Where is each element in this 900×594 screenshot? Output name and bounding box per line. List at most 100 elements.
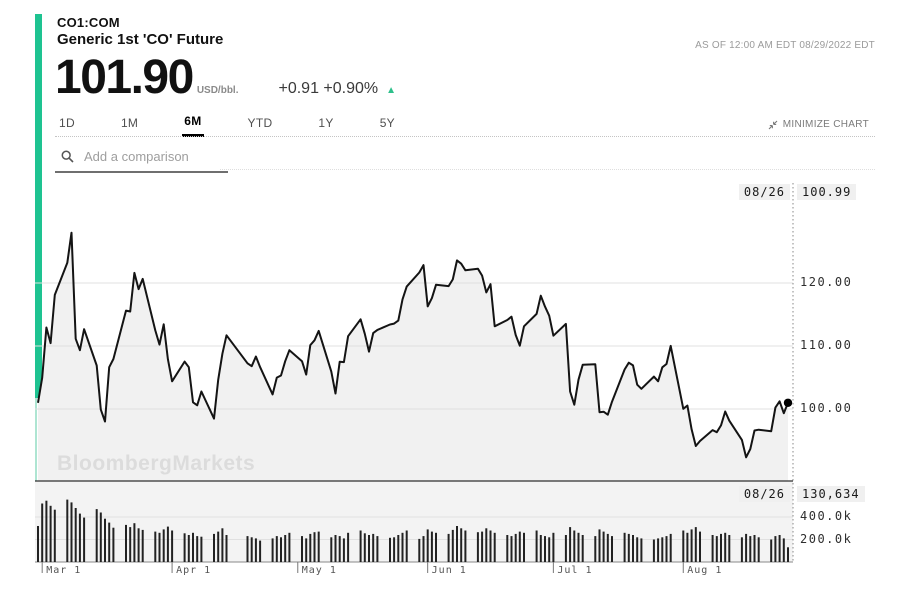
volume-bar bbox=[456, 526, 458, 562]
minimize-chart-button[interactable]: MINIMIZE CHART bbox=[762, 118, 875, 131]
volume-bar bbox=[422, 536, 425, 562]
tab-1d[interactable]: 1D bbox=[57, 114, 77, 137]
month-tick-label: Jul 1 bbox=[557, 565, 592, 576]
volume-bar bbox=[506, 535, 509, 562]
month-tick-label: Mar 1 bbox=[46, 565, 81, 576]
volume-bar bbox=[523, 532, 525, 563]
volume-bar bbox=[577, 532, 580, 563]
volume-bar bbox=[728, 535, 731, 562]
price-change: +0.91 +0.90% bbox=[278, 80, 379, 97]
price-axis-label: 110.00 bbox=[800, 338, 853, 352]
volume-bar bbox=[141, 529, 144, 562]
price-unit: USD/bbl. bbox=[196, 85, 239, 96]
volume-bar bbox=[787, 547, 789, 562]
tabs-divider bbox=[55, 136, 875, 137]
volume-bar bbox=[83, 517, 86, 562]
volume-bar bbox=[162, 529, 165, 562]
volume-bar bbox=[166, 526, 169, 562]
volume-bar bbox=[78, 513, 81, 562]
volume-bar bbox=[112, 527, 115, 562]
volume-bar bbox=[225, 535, 228, 562]
volume-axis-label: 200.0k bbox=[800, 531, 853, 546]
volume-bar bbox=[623, 532, 626, 563]
comparison-search[interactable] bbox=[55, 144, 228, 173]
volume-bar bbox=[137, 528, 140, 563]
volume-bar bbox=[661, 537, 664, 563]
volume-bar bbox=[200, 536, 203, 562]
tab-1y[interactable]: 1Y bbox=[316, 114, 335, 137]
volume-bar bbox=[154, 531, 157, 562]
tab-ytd[interactable]: YTD bbox=[246, 114, 275, 137]
volume-bar bbox=[774, 536, 777, 562]
volume-bar bbox=[129, 527, 132, 562]
volume-bar bbox=[74, 508, 77, 562]
volume-bar bbox=[699, 531, 701, 562]
volume-bar bbox=[359, 530, 362, 562]
volume-bar bbox=[313, 532, 316, 562]
search-input[interactable] bbox=[82, 148, 211, 165]
volume-bar bbox=[393, 537, 396, 563]
tab-6m[interactable]: 6M bbox=[182, 114, 204, 137]
volume-bar bbox=[330, 537, 333, 563]
accent-bar bbox=[35, 14, 42, 398]
volume-bar bbox=[598, 529, 601, 562]
volume-bar bbox=[250, 537, 253, 563]
volume-bar bbox=[690, 529, 693, 562]
volume-bar bbox=[682, 530, 685, 562]
tab-1m[interactable]: 1M bbox=[119, 114, 140, 137]
volume-bar bbox=[464, 530, 467, 562]
volume-bar bbox=[158, 532, 161, 563]
tab-5y[interactable]: 5Y bbox=[378, 114, 397, 137]
price-row: 101.90 USD/bbl. +0.91 +0.90% ▲ bbox=[55, 54, 396, 102]
volume-bar bbox=[652, 539, 655, 562]
volume-bar bbox=[70, 502, 73, 562]
volume-bar bbox=[213, 533, 215, 562]
minimize-icon bbox=[768, 120, 778, 129]
volume-bar bbox=[535, 530, 538, 562]
volume-bar bbox=[564, 535, 567, 562]
volume-bar bbox=[539, 535, 542, 562]
volume-bar bbox=[602, 531, 605, 562]
volume-bar bbox=[770, 539, 773, 562]
search-icon bbox=[61, 150, 74, 163]
volume-bar bbox=[301, 536, 303, 562]
volume-bar bbox=[514, 533, 517, 562]
volume-bar bbox=[686, 532, 689, 563]
volume-bar bbox=[397, 535, 400, 562]
volume-bar bbox=[720, 533, 722, 562]
volume-bar bbox=[581, 535, 584, 562]
search-divider bbox=[220, 169, 875, 170]
volume-bar bbox=[426, 529, 429, 562]
price-axis-label: 100.00 bbox=[800, 401, 853, 415]
bloomberg-markets-watermark: BloombergMarkets bbox=[57, 452, 256, 475]
volume-bar bbox=[481, 531, 484, 562]
volume-bar bbox=[368, 535, 370, 562]
volume-bar bbox=[133, 523, 136, 562]
volume-bar bbox=[49, 505, 52, 563]
volume-bar bbox=[66, 499, 69, 562]
volume-bar bbox=[284, 535, 287, 562]
volume-bar bbox=[518, 531, 521, 562]
volume-bar bbox=[372, 533, 375, 562]
month-tick-label: Apr 1 bbox=[176, 565, 211, 576]
volume-bar bbox=[221, 528, 224, 563]
volume-bar bbox=[489, 530, 492, 562]
volume-bar bbox=[95, 509, 98, 562]
volume-bar bbox=[544, 536, 546, 562]
volume-bar bbox=[640, 538, 643, 562]
volume-bar bbox=[657, 538, 660, 562]
volume-bar bbox=[259, 540, 262, 562]
volume-bar bbox=[757, 537, 760, 563]
volume-bar bbox=[280, 537, 282, 563]
volume-bar bbox=[606, 533, 609, 562]
volume-bar bbox=[740, 537, 743, 563]
volume-bar bbox=[275, 536, 278, 562]
crosshair-price-flag: 100.99 bbox=[797, 184, 857, 200]
volume-bar bbox=[45, 500, 48, 562]
volume-bar bbox=[569, 527, 572, 562]
month-tick-label: May 1 bbox=[302, 565, 337, 576]
volume-bar bbox=[363, 533, 366, 562]
ticker-symbol: CO1:COM bbox=[57, 15, 120, 30]
volume-bar bbox=[510, 536, 513, 562]
